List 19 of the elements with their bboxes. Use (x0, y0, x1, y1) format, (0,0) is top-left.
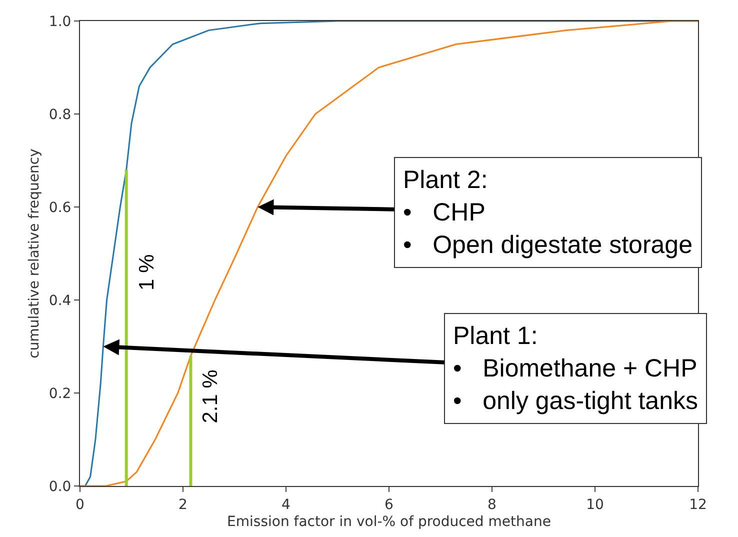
x-tick-label: 0 (76, 496, 84, 513)
annotation: 1 % (135, 254, 158, 290)
annotation: Plant 1: • Biomethane + CHP • only gas-tight tanks (453, 322, 698, 415)
annotation: 2.1 % (199, 370, 222, 424)
y-tick-label: 0.8 (48, 106, 72, 123)
x-tick-label: 10 (586, 496, 604, 513)
y-axis-title: cumulative relative frequency (26, 148, 43, 358)
x-axis-title: Emission factor in vol-% of produced methane (227, 514, 551, 530)
y-tick-label: 0.2 (48, 386, 72, 402)
y-tick-label: 0.6 (48, 200, 72, 216)
x-tick-label: 6 (384, 496, 394, 513)
y-tick-label: 0.0 (48, 478, 72, 495)
x-tick-label: 2 (178, 496, 188, 513)
x-tick-label: 8 (488, 496, 496, 513)
annotation: Plant 2: • CHP • Open digestate storage (403, 166, 692, 259)
y-tick-label: 0.4 (48, 292, 72, 309)
x-tick-label: 12 (689, 496, 707, 513)
y-tick-label: 1.0 (48, 14, 72, 30)
x-tick-label: 4 (282, 496, 291, 513)
